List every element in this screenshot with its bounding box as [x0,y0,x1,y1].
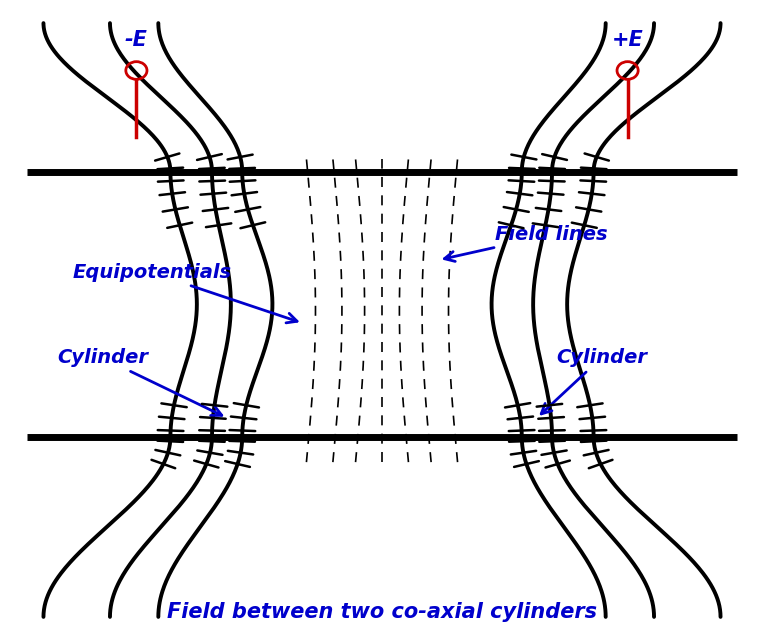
Text: Equipotentials: Equipotentials [72,263,297,323]
Text: Field lines: Field lines [445,225,608,261]
Text: Field between two co-axial cylinders: Field between two co-axial cylinders [167,602,597,622]
Text: Cylinder: Cylinder [541,348,647,414]
Text: +E: +E [612,30,643,51]
Text: -E: -E [125,30,148,51]
Text: Cylinder: Cylinder [57,348,222,415]
